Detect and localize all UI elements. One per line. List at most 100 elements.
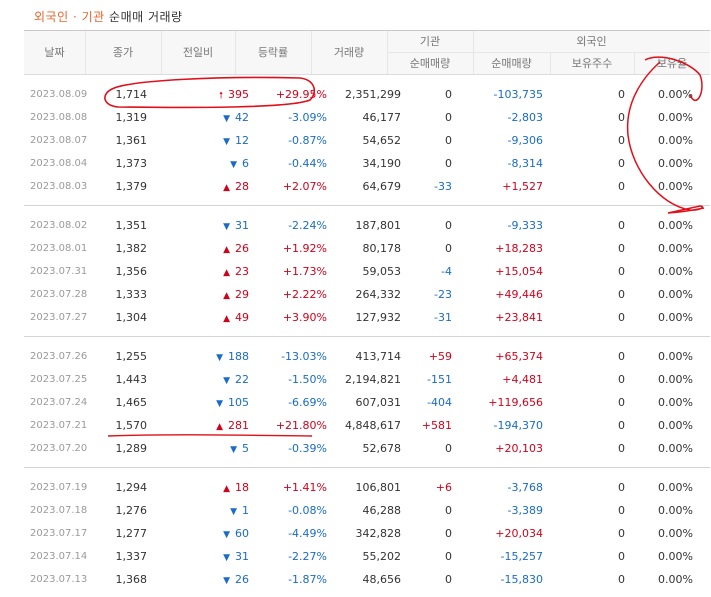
cell-change-value: 28: [235, 180, 249, 193]
cell-rate: -0.87%: [288, 134, 327, 147]
table-header: 날짜 종가 전일비 등락률 거래량 기관 외국인 순매매량 순매매량 보유주수 …: [24, 30, 710, 75]
table-row: 2023.07.13 1,368 ▼ 26 -1.87% 48,656 0 -15,830 0 0…: [24, 568, 710, 591]
cell-foreign-net: +49,446: [495, 288, 543, 301]
cell-institution-net: -151: [427, 373, 452, 386]
up-triangle-icon: ▲: [223, 484, 230, 494]
cell-foreign-ratio: 0.00%: [658, 111, 693, 124]
cell-change: ▼ 1: [230, 499, 249, 522]
cell-foreign-net: +1,527: [502, 180, 543, 193]
table-row: 2023.07.24 1,465 ▼ 105 -6.69% 607,031 -404 +119…: [24, 391, 710, 414]
cell-foreign-net: +20,103: [495, 442, 543, 455]
cell-foreign-ratio: 0.00%: [658, 504, 693, 517]
cell-change: ▼ 31: [223, 545, 249, 568]
cell-change-value: 5: [242, 442, 249, 455]
cell-rate: +2.22%: [282, 288, 327, 301]
title-institution: 기관: [81, 10, 105, 24]
cell-date: 2023.07.13: [30, 574, 88, 585]
title-separator: ·: [72, 10, 78, 24]
cell-institution-net: 0: [445, 550, 452, 563]
cell-change: ▲ 29: [223, 283, 249, 306]
cell-volume: 187,801: [355, 219, 402, 232]
up-triangle-icon: ▲: [223, 268, 230, 278]
cell-change-value: 22: [235, 373, 249, 386]
cell-change-value: 105: [228, 396, 249, 409]
cell-foreign-holdings: 0: [618, 88, 625, 101]
cell-rate: -13.03%: [281, 350, 327, 363]
cell-foreign-net: -103,735: [493, 88, 543, 101]
down-triangle-icon: ▼: [223, 137, 230, 147]
cell-volume: 413,714: [355, 350, 402, 363]
cell-foreign-ratio: 0.00%: [658, 419, 693, 432]
cell-foreign-ratio: 0.00%: [658, 288, 693, 301]
cell-rate: -1.87%: [288, 573, 327, 586]
cell-foreign-holdings: 0: [618, 157, 625, 170]
cell-volume: 46,288: [362, 504, 402, 517]
cell-change: ▲ 26: [223, 237, 249, 260]
cell-foreign-net: -2,803: [507, 111, 543, 124]
down-triangle-icon: ▼: [216, 353, 223, 363]
cell-change: ▼ 22: [223, 368, 249, 391]
cell-foreign-ratio: 0.00%: [658, 180, 693, 193]
cell-close: 1,333: [115, 288, 148, 301]
cell-foreign-net: +65,374: [495, 350, 543, 363]
up-triangle-icon: ▲: [216, 422, 223, 432]
table-row: 2023.08.09 1,714 🠕 395 +29.95% 2,351,299 0 -103…: [24, 83, 710, 106]
cell-change: ▲ 49: [223, 306, 249, 329]
cell-change-value: 31: [235, 219, 249, 232]
group-divider: [24, 205, 710, 206]
table-row: 2023.07.20 1,289 ▼ 5 -0.39% 52,678 0 +20,103 0 0.…: [24, 437, 710, 460]
cell-foreign-holdings: 0: [618, 396, 625, 409]
cell-change: ▲ 18: [223, 476, 249, 499]
cell-rate: +21.80%: [275, 419, 327, 432]
cell-foreign-net: +18,283: [495, 242, 543, 255]
cell-change: ▼ 31: [223, 214, 249, 237]
cell-close: 1,294: [115, 481, 148, 494]
cell-volume: 106,801: [355, 481, 402, 494]
cell-change: 🠕 395: [219, 83, 249, 106]
cell-foreign-ratio: 0.00%: [658, 88, 693, 101]
cell-institution-net: 0: [445, 88, 452, 101]
table-row: 2023.07.21 1,570 ▲ 281 +21.80% 4,848,617 +581 -…: [24, 414, 710, 437]
up-arrow-icon: 🠕: [219, 91, 223, 101]
down-triangle-icon: ▼: [230, 507, 237, 517]
group-divider: [24, 336, 710, 337]
cell-institution-net: +581: [421, 419, 452, 432]
down-triangle-icon: ▼: [223, 553, 230, 563]
down-triangle-icon: ▼: [223, 576, 230, 586]
table-row: 2023.07.19 1,294 ▲ 18 +1.41% 106,801 +6 -3,768 0…: [24, 476, 710, 499]
cell-foreign-ratio: 0.00%: [658, 350, 693, 363]
cell-close: 1,276: [115, 504, 148, 517]
cell-foreign-net: +15,054: [495, 265, 543, 278]
cell-rate: -1.50%: [288, 373, 327, 386]
cell-foreign-holdings: 0: [618, 134, 625, 147]
cell-foreign-holdings: 0: [618, 180, 625, 193]
cell-close: 1,319: [115, 111, 148, 124]
cell-date: 2023.08.03: [30, 181, 88, 192]
cell-close: 1,368: [115, 573, 148, 586]
col-foreign-net: 순매매량: [491, 57, 532, 70]
cell-foreign-ratio: 0.00%: [658, 573, 693, 586]
cell-change-value: 395: [228, 88, 249, 101]
cell-change-value: 23: [235, 265, 249, 278]
cell-volume: 54,652: [362, 134, 402, 147]
cell-close: 1,255: [115, 350, 148, 363]
cell-foreign-ratio: 0.00%: [658, 134, 693, 147]
up-triangle-icon: ▲: [223, 183, 230, 193]
up-triangle-icon: ▲: [223, 245, 230, 255]
cell-volume: 34,190: [362, 157, 402, 170]
cell-date: 2023.07.17: [30, 528, 88, 539]
table-row: 2023.07.18 1,276 ▼ 1 -0.08% 46,288 0 -3,389 0 0.0…: [24, 499, 710, 522]
cell-volume: 55,202: [362, 550, 402, 563]
col-institution-net: 순매매량: [409, 57, 451, 70]
cell-volume: 264,332: [355, 288, 402, 301]
col-group-institution: 기관: [419, 35, 441, 48]
cell-change: ▼ 26: [223, 568, 249, 591]
cell-foreign-holdings: 0: [618, 419, 625, 432]
cell-change: ▼ 105: [216, 391, 249, 414]
cell-foreign-ratio: 0.00%: [658, 481, 693, 494]
col-foreign-ratio: 보유율: [656, 57, 688, 70]
up-triangle-icon: ▲: [223, 291, 230, 301]
table-row: 2023.08.08 1,319 ▼ 42 -3.09% 46,177 0 -2,803 0 0.…: [24, 106, 710, 129]
col-rate: 등락률: [257, 46, 289, 59]
cell-foreign-net: -8,314: [507, 157, 543, 170]
